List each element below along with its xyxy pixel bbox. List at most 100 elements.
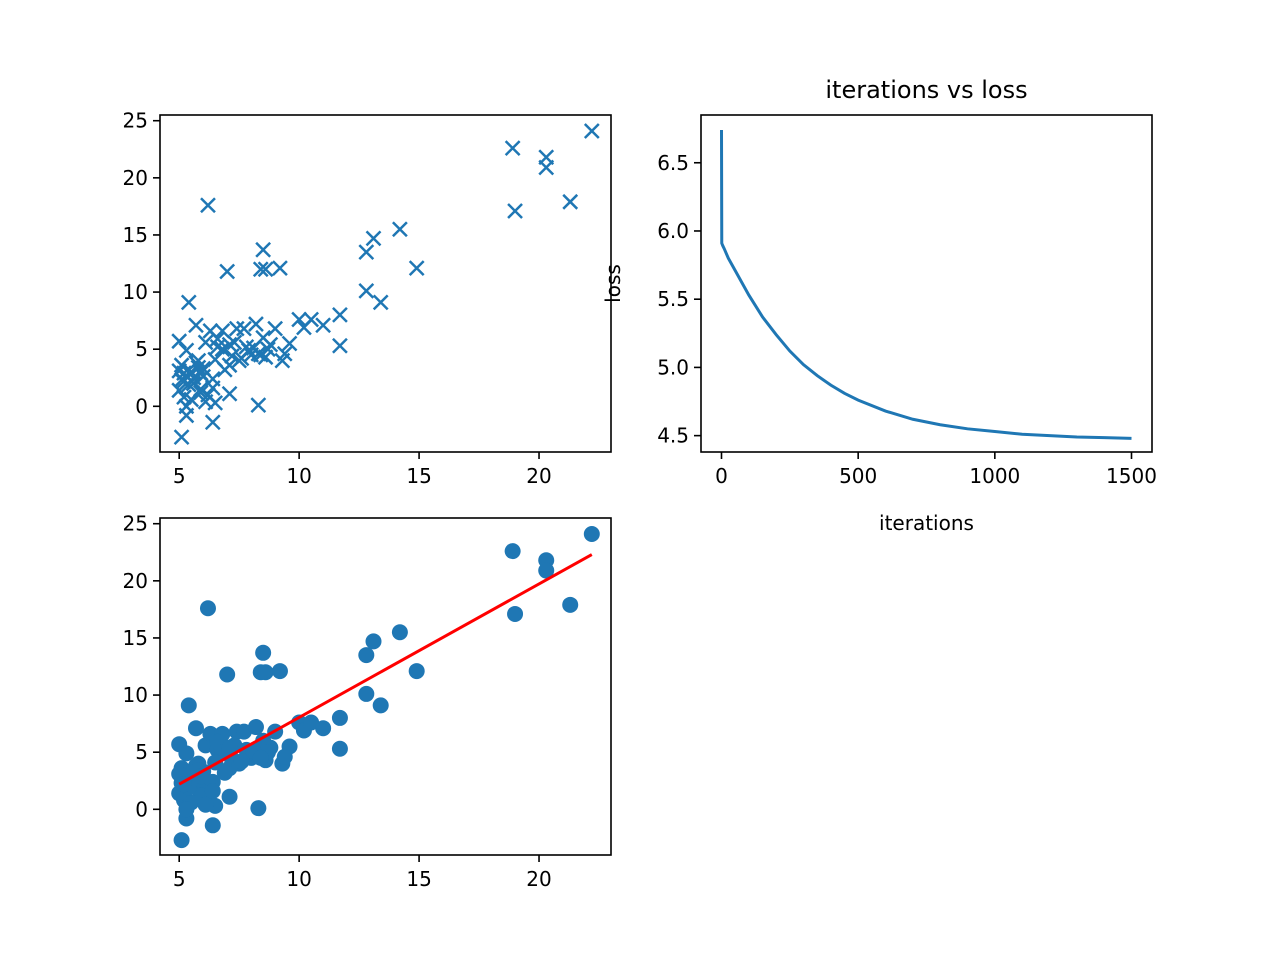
y-tick-label: 0	[135, 394, 148, 418]
y-tick-label: 20	[123, 569, 148, 593]
data-point	[204, 414, 221, 431]
data-point	[331, 740, 348, 757]
data-point	[358, 685, 375, 702]
data-point	[221, 788, 238, 805]
data-point	[199, 600, 216, 617]
data-point	[192, 365, 209, 382]
data-point	[538, 562, 555, 579]
data-point	[562, 596, 579, 613]
data-point	[562, 193, 579, 210]
data-point	[408, 260, 425, 276]
data-point	[197, 393, 214, 410]
data-point	[583, 123, 600, 139]
data-point	[197, 796, 214, 813]
data-point	[332, 307, 348, 323]
loss-curve-panel: iterations vs loss iterations loss 0 500 1…	[601, 76, 1157, 535]
y-axis-label: loss	[601, 264, 625, 303]
axes-frame	[159, 517, 612, 856]
x-tick-label: 15	[406, 867, 431, 891]
scatter-x-panel: 5 10 15 20 0 5 10 15 20 25	[123, 109, 612, 488]
data-point	[276, 748, 293, 765]
data-point	[291, 311, 308, 328]
data-point	[252, 347, 269, 363]
x-axis-label: iterations	[879, 511, 974, 535]
data-point	[180, 294, 197, 311]
data-point	[188, 355, 204, 371]
data-point	[372, 294, 389, 311]
x-tick-label: 5	[173, 464, 186, 488]
y-tick-label: 5	[135, 740, 148, 764]
data-point	[271, 663, 288, 680]
y-tick-label: 20	[123, 166, 148, 190]
data-point	[504, 543, 521, 560]
x-tick-label: 10	[286, 464, 311, 488]
y-tick-label: 5.5	[657, 287, 689, 311]
data-point	[219, 263, 236, 280]
data-point	[204, 817, 221, 834]
x-tick-label: 0	[715, 464, 728, 488]
data-point	[221, 336, 238, 353]
data-point	[178, 398, 195, 415]
x-tick-label: 10	[286, 867, 311, 891]
data-point	[507, 605, 524, 622]
data-point	[192, 768, 209, 785]
data-point	[200, 197, 216, 214]
data-point	[187, 720, 204, 737]
y-tick-label: 15	[123, 626, 148, 650]
data-point	[332, 337, 348, 354]
data-point	[392, 221, 408, 238]
data-point	[204, 380, 221, 396]
data-point	[257, 664, 274, 681]
data-point	[257, 261, 274, 278]
data-point	[247, 719, 264, 736]
scatter-fit-panel: 5 10 15 20 0 5 10 15 20 25	[123, 512, 612, 891]
data-point	[197, 334, 214, 351]
data-point	[250, 800, 267, 817]
data-point	[173, 429, 190, 446]
data-point	[178, 801, 195, 818]
data-point	[315, 720, 332, 737]
data-point	[315, 317, 332, 334]
data-point	[272, 260, 288, 276]
data-point	[176, 373, 192, 390]
y-tick-label: 10	[123, 280, 148, 304]
y-tick-label: 6.0	[657, 219, 689, 243]
data-point	[214, 341, 231, 358]
data-point	[507, 203, 523, 219]
data-point	[504, 140, 521, 157]
x-tick-label: 20	[526, 867, 551, 891]
data-point	[233, 753, 250, 770]
data-point	[391, 624, 408, 641]
data-point	[221, 385, 238, 402]
data-point	[248, 316, 264, 332]
data-point	[365, 633, 382, 650]
regression-line	[178, 553, 593, 786]
data-point	[192, 384, 209, 401]
data-point	[226, 334, 243, 351]
data-point	[171, 333, 188, 350]
data-point	[358, 244, 375, 260]
y-tick-label: 0	[135, 797, 148, 821]
data-point	[233, 350, 250, 367]
data-point	[281, 335, 298, 352]
data-point	[303, 311, 320, 328]
y-tick-label: 15	[123, 223, 148, 247]
data-point	[183, 391, 200, 408]
data-point	[276, 345, 293, 362]
data-point	[255, 241, 272, 258]
data-point	[188, 317, 204, 334]
x-tick-label: 20	[526, 464, 551, 488]
data-point	[216, 764, 233, 781]
y-tick-label: 5	[135, 337, 148, 361]
data-point	[214, 323, 231, 339]
data-point	[178, 745, 195, 762]
x-tick-label: 500	[839, 464, 877, 488]
data-point	[358, 283, 375, 299]
data-point	[221, 739, 238, 756]
chart-title: iterations vs loss	[825, 76, 1027, 104]
x-tick-label: 1000	[969, 464, 1020, 488]
data-point	[236, 320, 252, 337]
data-point	[235, 723, 252, 740]
y-tick-label: 4.5	[657, 424, 689, 448]
